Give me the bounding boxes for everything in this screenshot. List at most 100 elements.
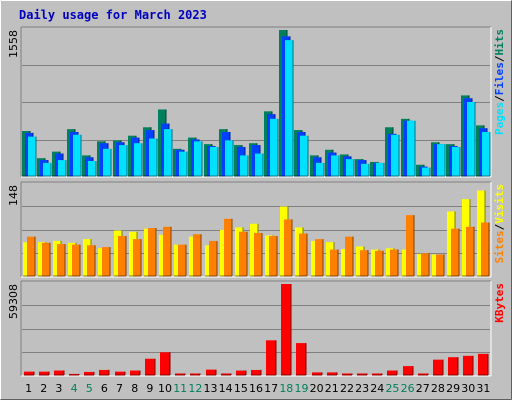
bar-kbytes-day-15: [236, 370, 246, 375]
bar-kbytes-day-6: [99, 369, 109, 375]
bar-sites-day-20: [315, 239, 323, 276]
panel-visits_sites-max-label: 148: [7, 185, 20, 206]
x-tick-label-day-16: 16: [249, 382, 263, 395]
bar-sites-day-11: [178, 244, 186, 276]
legend-separator: /: [493, 95, 506, 102]
bar-kbytes-day-1: [24, 371, 34, 375]
legend-files: Files: [493, 62, 506, 95]
bar-pages-day-17: [270, 118, 278, 176]
bar-sites-day-16: [254, 232, 262, 276]
x-tick-label-day-18: 18: [279, 382, 293, 395]
bar-kbytes-day-3: [54, 370, 64, 375]
bar-kbytes-day-20: [312, 372, 322, 375]
bar-pages-day-13: [210, 146, 218, 176]
bar-kbytes-day-23: [357, 373, 367, 375]
bar-kbytes-day-19: [296, 343, 306, 375]
bar-pages-day-10: [164, 129, 172, 176]
x-tick-label-day-19: 19: [294, 382, 308, 395]
bar-pages-day-19: [300, 135, 308, 176]
bar-sites-day-8: [133, 239, 141, 276]
bar-pages-day-22: [346, 159, 354, 176]
bar-pages-day-4: [73, 134, 81, 176]
x-tick-label-day-11: 11: [173, 382, 187, 395]
bar-sites-day-17: [269, 236, 277, 276]
bar-sites-day-31: [481, 222, 489, 276]
bar-pages-day-12: [194, 141, 202, 176]
bar-kbytes-day-9: [145, 358, 155, 375]
panel-kbytes-max-label: 59308: [7, 284, 20, 319]
x-tick-label-day-30: 30: [461, 382, 475, 395]
bar-pages-day-23: [361, 163, 369, 176]
x-tick-label-day-2: 2: [40, 382, 47, 395]
x-tick-label-day-26: 26: [401, 382, 415, 395]
bar-sites-day-9: [148, 228, 156, 276]
bar-kbytes-day-26: [403, 366, 413, 375]
bar-sites-day-12: [193, 234, 201, 276]
x-tick-label-day-13: 13: [204, 382, 218, 395]
bar-pages-day-5: [88, 161, 96, 176]
bar-pages-day-6: [103, 148, 111, 176]
bar-kbytes-day-5: [84, 371, 94, 375]
x-tick-label-day-23: 23: [355, 382, 369, 395]
bar-pages-day-8: [134, 143, 142, 176]
bar-kbytes-day-13: [206, 369, 216, 375]
bar-kbytes-day-17: [266, 340, 276, 375]
bar-pages-day-14: [225, 140, 233, 176]
bar-pages-day-2: [43, 162, 51, 176]
bar-kbytes-day-27: [418, 373, 428, 375]
bar-sites-day-19: [299, 233, 307, 276]
bar-sites-day-21: [330, 249, 338, 276]
chart-title: Daily usage for March 2023: [19, 8, 207, 22]
bar-pages-day-20: [316, 162, 324, 176]
legend-sites: Sites: [493, 230, 506, 263]
panel-kbytes-legend: KBytes: [493, 283, 506, 323]
x-tick-label-day-24: 24: [370, 382, 384, 395]
bar-sites-day-24: [375, 250, 383, 276]
bar-sites-day-13: [209, 240, 217, 276]
bar-sites-day-28: [436, 254, 444, 276]
x-tick-label-day-31: 31: [476, 382, 490, 395]
panel-visits_sites-legend: Sites/Visits: [493, 184, 506, 264]
x-tick-label-day-20: 20: [310, 382, 324, 395]
bar-pages-day-28: [437, 144, 445, 176]
bar-kbytes-day-31: [478, 353, 488, 375]
panel-kbytes: [21, 281, 491, 376]
bar-sites-day-14: [224, 218, 232, 276]
bar-kbytes-day-10: [160, 352, 170, 375]
x-tick-label-day-3: 3: [55, 382, 62, 395]
bar-pages-day-21: [331, 155, 339, 176]
x-tick-label-day-6: 6: [101, 382, 108, 395]
bar-kbytes-day-4: [69, 373, 79, 375]
bar-kbytes-day-18: [281, 284, 291, 375]
x-tick-label-day-28: 28: [431, 382, 445, 395]
bar-kbytes-day-28: [433, 359, 443, 375]
bar-sites-day-2: [42, 242, 50, 276]
bar-kbytes-day-21: [327, 372, 337, 375]
x-tick-label-day-22: 22: [340, 382, 354, 395]
bar-kbytes-day-2: [39, 371, 49, 375]
bar-pages-day-15: [240, 155, 248, 176]
bar-sites-day-4: [72, 244, 80, 276]
legend-hits: Hits: [493, 29, 506, 56]
legend-pages: Pages: [493, 102, 506, 135]
legend-kbytes: KBytes: [493, 283, 506, 323]
x-tick-label-day-1: 1: [25, 382, 32, 395]
bar-kbytes-day-14: [221, 373, 231, 375]
bar-pages-day-1: [28, 136, 36, 176]
bar-sites-day-30: [466, 226, 474, 276]
x-tick-label-day-15: 15: [234, 382, 248, 395]
x-tick-label-day-17: 17: [264, 382, 278, 395]
x-tick-label-day-14: 14: [219, 382, 233, 395]
bar-kbytes-day-12: [190, 373, 200, 375]
bar-sites-day-29: [451, 228, 459, 276]
bar-pages-day-29: [452, 146, 460, 176]
bar-kbytes-day-29: [448, 357, 458, 375]
bar-sites-day-3: [57, 244, 65, 276]
bar-sites-day-27: [421, 253, 429, 276]
bar-pages-day-30: [467, 101, 475, 176]
bar-kbytes-day-11: [175, 373, 185, 375]
bar-kbytes-day-24: [372, 373, 382, 375]
bar-sites-day-1: [27, 236, 35, 276]
x-tick-label-day-4: 4: [71, 382, 78, 395]
